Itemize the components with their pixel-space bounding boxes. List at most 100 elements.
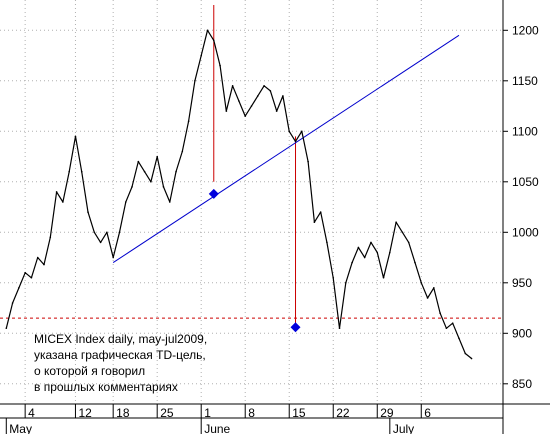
annotation: MICEX Index daily, may-jul2009, указана г… — [34, 332, 207, 394]
y-tick-label: 850 — [512, 377, 532, 391]
target-marker — [290, 322, 301, 333]
y-tick-label: 1150 — [512, 74, 538, 88]
price-point — [212, 39, 215, 42]
price-point — [18, 287, 20, 289]
price-point — [62, 201, 64, 203]
y-tick-label: 1050 — [512, 175, 539, 189]
month-label: July — [393, 422, 414, 434]
price-point — [389, 251, 391, 254]
price-point — [87, 211, 89, 213]
y-tick-label: 950 — [512, 276, 532, 290]
month-label: May — [9, 422, 32, 434]
price-point — [99, 241, 102, 244]
price-point — [175, 170, 177, 173]
price-point — [55, 191, 58, 193]
price-point — [219, 64, 221, 67]
month-label: June — [204, 422, 230, 434]
price-point — [238, 100, 240, 102]
price-point — [118, 231, 121, 234]
price-point — [445, 327, 448, 330]
x-tick-label: 25 — [160, 406, 174, 420]
price-point — [382, 276, 385, 279]
price-point — [156, 155, 158, 158]
x-tick-label: 4 — [28, 406, 35, 420]
y-tick-label: 1000 — [512, 225, 539, 239]
price-point — [124, 201, 127, 203]
price-point — [426, 297, 429, 299]
trendline — [112, 34, 460, 264]
price-point — [451, 322, 454, 325]
price-point — [112, 256, 114, 259]
price-point — [470, 357, 473, 360]
target-projection-lines — [213, 5, 297, 328]
x-tick-label: 18 — [116, 406, 130, 420]
price-point — [256, 95, 259, 97]
price-point — [131, 186, 133, 188]
price-point — [301, 130, 303, 133]
grid — [0, 0, 503, 404]
price-point — [30, 276, 33, 279]
price-point — [357, 246, 360, 249]
price-point — [68, 170, 70, 173]
price-point — [464, 352, 467, 355]
x-tick-label: 22 — [336, 406, 350, 420]
price-point — [338, 327, 341, 330]
price-point — [36, 256, 39, 259]
x-tick-label: 6 — [424, 406, 431, 420]
price-point — [11, 302, 14, 304]
price-point — [458, 337, 460, 340]
price-point — [225, 110, 228, 112]
price-point — [187, 120, 190, 122]
annotation-line: в прошлых комментариях — [34, 380, 178, 394]
price-series — [5, 29, 473, 360]
price-point — [282, 95, 284, 97]
price-point — [263, 85, 265, 87]
price-point — [206, 29, 209, 32]
price-point — [313, 221, 316, 223]
price-point — [370, 241, 372, 244]
y-tick-label: 1100 — [512, 124, 538, 138]
price-point — [106, 231, 108, 234]
target-markers — [208, 188, 301, 333]
price-point — [43, 263, 45, 266]
price-point — [80, 170, 83, 173]
price-point — [433, 287, 435, 289]
price-point — [363, 256, 366, 259]
price-point — [143, 170, 146, 173]
price-point — [439, 312, 441, 314]
price-point — [345, 282, 347, 284]
price-point — [181, 150, 184, 153]
price-point — [5, 327, 8, 330]
x-tick-label: 8 — [248, 406, 255, 420]
price-point — [200, 54, 202, 57]
price-point — [414, 261, 416, 264]
price-point — [244, 115, 247, 117]
price-point — [168, 201, 171, 203]
price-point — [150, 181, 152, 183]
price-point — [49, 236, 52, 239]
x-tick-label: 12 — [78, 406, 92, 420]
price-point — [137, 160, 140, 163]
price-point — [250, 105, 253, 107]
price-point — [351, 261, 353, 264]
price-point — [275, 110, 278, 112]
annotation-line: указана графическая TD-цель, — [34, 348, 206, 362]
trendline-line — [112, 34, 460, 264]
price-point — [288, 130, 291, 133]
price-point — [307, 160, 309, 163]
price-point — [294, 140, 297, 143]
price-point — [74, 135, 77, 138]
price-point — [269, 90, 272, 92]
price-point — [326, 241, 328, 244]
annotation-line: о которой я говорил — [34, 364, 145, 378]
price-point — [332, 276, 335, 279]
price-point — [24, 271, 26, 274]
price-point — [194, 80, 196, 82]
y-tick-label: 900 — [512, 326, 532, 340]
price-point — [162, 186, 165, 188]
price-point — [231, 85, 234, 87]
price-line — [5, 29, 472, 359]
y-tick-label: 1200 — [512, 23, 539, 37]
price-point — [401, 231, 404, 234]
